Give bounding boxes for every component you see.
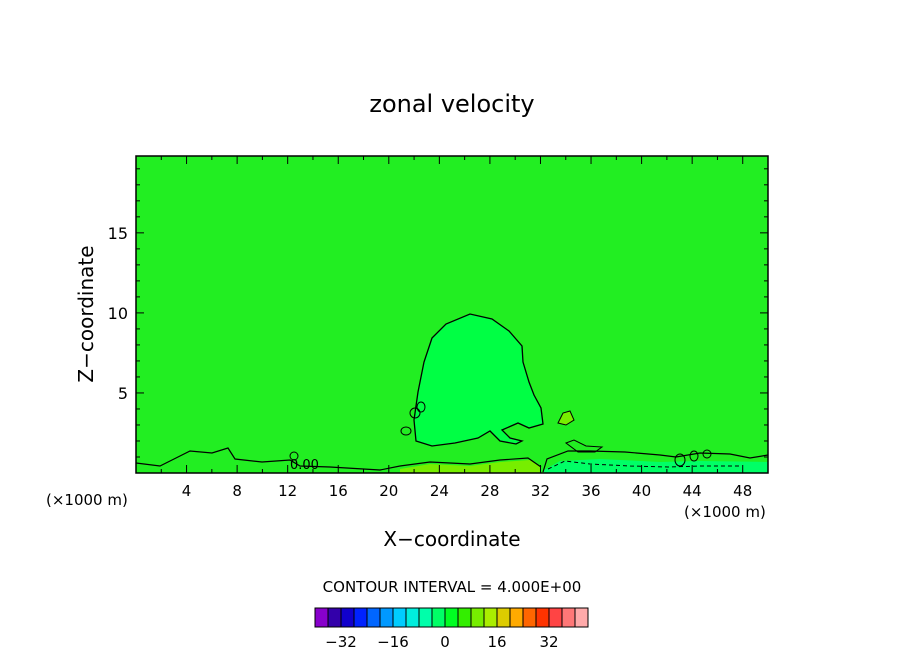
surface-band [400, 460, 540, 473]
colorbar-swatch [470, 607, 485, 628]
small-blob [557, 410, 575, 426]
small-contour [689, 450, 699, 462]
colorbar-tick-label: −16 [377, 633, 409, 651]
y-tick-label: 10 [108, 304, 128, 323]
y-tick-label: 5 [118, 384, 128, 403]
contour-label: 0.00 [290, 458, 319, 473]
right-contour [542, 450, 769, 473]
colorbar-swatch [418, 607, 433, 628]
x-tick-label: 32 [531, 482, 550, 500]
colorbar-swatch [353, 607, 368, 628]
colorbar-swatch [405, 607, 420, 628]
lower-contour [135, 447, 542, 471]
chart-title: zonal velocity [369, 90, 534, 118]
dashed-contour [547, 460, 740, 470]
contour-interval-text: CONTOUR INTERVAL = 4.000E+00 [323, 578, 582, 596]
colorbar-swatch [548, 607, 563, 628]
y-axis: 5 10 15 [108, 168, 768, 458]
x-tick-label: 48 [733, 482, 752, 500]
plot-area: 0.00 [135, 155, 769, 474]
x-axis: 4 8 12 16 20 24 28 32 36 40 44 48 [160, 156, 752, 500]
colorbar-swatch [444, 607, 459, 628]
colorbar-swatch [379, 607, 394, 628]
x-tick-label: 20 [379, 482, 398, 500]
colorbar-swatch [522, 607, 537, 628]
colorbar-swatch [535, 607, 550, 628]
small-contour [416, 401, 426, 413]
colorbar-swatch [457, 607, 472, 628]
x-tick-label: 40 [632, 482, 651, 500]
y-tick-label: 15 [108, 224, 128, 243]
x-tick-label: 4 [182, 482, 192, 500]
positive-velocity-region [413, 313, 544, 447]
small-contour [400, 426, 412, 436]
colorbar-swatch [574, 607, 589, 628]
colorbar-swatch [327, 607, 342, 628]
x-tick-label: 12 [278, 482, 297, 500]
colorbar-tick-label: −32 [325, 633, 357, 651]
small-contour [674, 453, 686, 467]
colorbar-swatch [483, 607, 498, 628]
colorbar-swatch [392, 607, 407, 628]
x-tick-label: 36 [581, 482, 600, 500]
x-axis-label: X−coordinate [383, 527, 520, 551]
colorbar-swatch [340, 607, 355, 628]
y-axis-label: Z−coordinate [74, 245, 98, 382]
surface-band-right [544, 459, 768, 473]
x-unit-left: (×1000 m) [46, 491, 128, 509]
x-tick-label: 16 [329, 482, 348, 500]
small-contour [702, 449, 712, 459]
colorbar-tick-label: 0 [440, 633, 450, 651]
x-tick-label: 44 [683, 482, 702, 500]
left-inner-contour [564, 439, 604, 453]
colorbar-swatch [509, 607, 524, 628]
x-tick-label: 28 [480, 482, 499, 500]
x-tick-label: 24 [430, 482, 449, 500]
x-tick-label: 8 [232, 482, 242, 500]
x-unit-right: (×1000 m) [684, 503, 766, 521]
colorbar-swatch [431, 607, 446, 628]
colorbar-swatch [496, 607, 511, 628]
colorbar-tick-label: 32 [539, 633, 558, 651]
colorbar: −32 −16 0 16 32 [314, 607, 589, 651]
plot-frame [135, 155, 769, 474]
small-contour [409, 407, 421, 419]
colorbar-tick-label: 16 [487, 633, 506, 651]
small-contour [289, 451, 299, 461]
colorbar-swatch [314, 607, 329, 628]
colorbar-swatch [561, 607, 576, 628]
colorbar-swatch [366, 607, 381, 628]
